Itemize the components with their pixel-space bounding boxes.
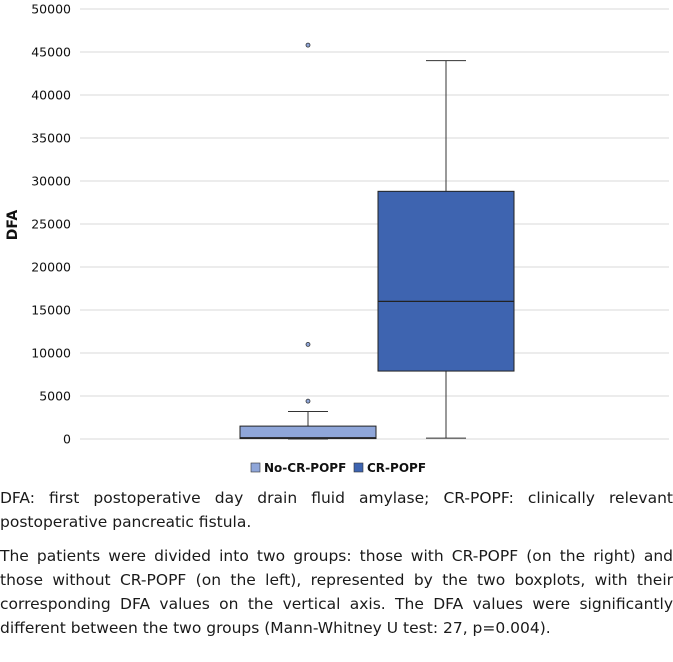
- legend-label: No-CR-POPF: [264, 461, 346, 475]
- box-iqr: [239, 425, 377, 440]
- legend-label: CR-POPF: [367, 461, 426, 475]
- outlier-point: [305, 398, 311, 404]
- legend: No-CR-POPF CR-POPF: [250, 461, 426, 475]
- boxplot-no-cr-popf: [239, 42, 377, 440]
- y-tick-label: 40000: [31, 88, 71, 103]
- box-iqr: [377, 190, 515, 372]
- y-tick-label: 45000: [31, 45, 71, 60]
- legend-swatch: [353, 462, 364, 473]
- y-tick-label: 25000: [31, 217, 71, 232]
- outlier-point: [305, 341, 311, 347]
- legend-item-no-cr-popf: No-CR-POPF: [250, 461, 346, 475]
- caption-definition: DFA: first postoperative day drain fluid…: [0, 489, 673, 531]
- legend-item-cr-popf: CR-POPF: [353, 461, 426, 475]
- boxplots: [239, 42, 515, 440]
- legend-swatch: [250, 462, 261, 473]
- caption-description: The patients were divided into two group…: [0, 547, 673, 637]
- boxplot-chart: 0 5000 10000 15000 20000 25000 30000 35000 40000…: [5, 2, 669, 475]
- boxplot-cr-popf: [377, 60, 515, 439]
- y-tick-label: 0: [63, 432, 71, 447]
- gridlines: [80, 8, 669, 440]
- outlier-point: [305, 42, 311, 48]
- y-tick-label: 30000: [31, 174, 71, 189]
- y-tick-label: 15000: [31, 303, 71, 318]
- y-tick-label: 50000: [31, 2, 71, 17]
- y-tick-label: 20000: [31, 260, 71, 275]
- y-axis-ticks: 0 5000 10000 15000 20000 25000 30000 35000 40000…: [31, 2, 71, 447]
- y-tick-label: 10000: [31, 346, 71, 361]
- y-tick-label: 35000: [31, 131, 71, 146]
- y-axis-title: DFA: [5, 210, 21, 241]
- y-tick-label: 5000: [39, 389, 71, 404]
